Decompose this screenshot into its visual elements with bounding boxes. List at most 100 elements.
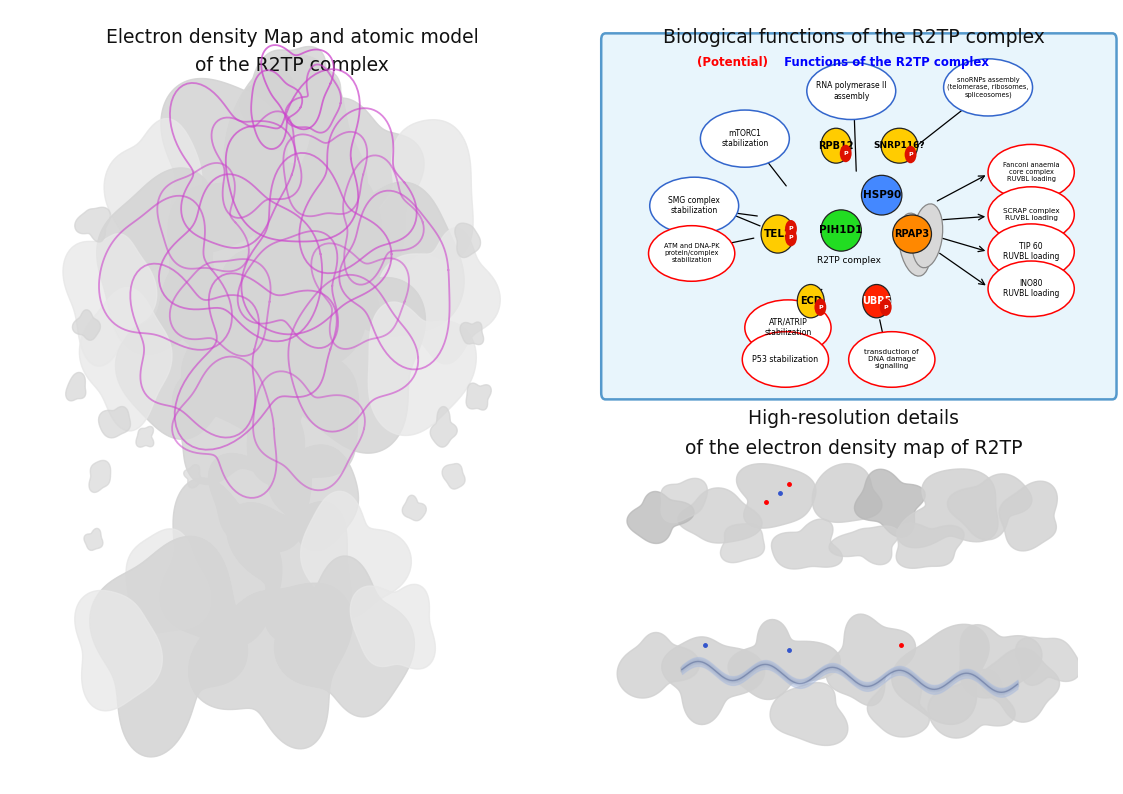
Ellipse shape <box>761 215 794 253</box>
Polygon shape <box>75 591 163 711</box>
Polygon shape <box>772 519 842 569</box>
Text: P: P <box>788 235 793 240</box>
Ellipse shape <box>862 284 891 318</box>
Polygon shape <box>104 118 202 270</box>
Polygon shape <box>161 79 287 252</box>
Ellipse shape <box>861 175 902 215</box>
Polygon shape <box>240 69 298 151</box>
Polygon shape <box>368 120 473 269</box>
Ellipse shape <box>943 59 1032 116</box>
Polygon shape <box>378 228 500 364</box>
FancyBboxPatch shape <box>601 33 1116 399</box>
Text: P: P <box>884 305 888 310</box>
Text: RPB12: RPB12 <box>819 141 853 151</box>
Polygon shape <box>63 233 157 366</box>
Text: P: P <box>788 226 793 231</box>
Polygon shape <box>829 526 900 565</box>
Text: P53 stabilization: P53 stabilization <box>752 355 819 364</box>
Ellipse shape <box>745 300 831 356</box>
Polygon shape <box>896 523 964 569</box>
Polygon shape <box>305 182 464 336</box>
Circle shape <box>814 299 827 316</box>
Text: RNA polymerase II
assembly: RNA polymerase II assembly <box>816 81 886 101</box>
Polygon shape <box>812 464 882 522</box>
Ellipse shape <box>988 145 1075 200</box>
Ellipse shape <box>912 204 942 268</box>
Polygon shape <box>293 98 424 272</box>
Text: SCRAP complex
RUVBL loading: SCRAP complex RUVBL loading <box>1003 208 1059 221</box>
Text: Electron density Map and atomic model: Electron density Map and atomic model <box>106 28 478 47</box>
Polygon shape <box>209 453 311 552</box>
Polygon shape <box>225 55 367 239</box>
Text: ECD: ECD <box>800 296 822 306</box>
Polygon shape <box>84 528 103 550</box>
Polygon shape <box>184 464 201 488</box>
Polygon shape <box>244 165 387 357</box>
Polygon shape <box>247 357 358 486</box>
Text: Biological functions of the R2TP complex: Biological functions of the R2TP complex <box>663 28 1044 47</box>
Polygon shape <box>770 683 848 746</box>
Circle shape <box>785 220 797 237</box>
Polygon shape <box>466 383 491 410</box>
Polygon shape <box>960 625 1042 698</box>
Polygon shape <box>661 478 707 522</box>
Polygon shape <box>173 369 304 484</box>
Circle shape <box>840 145 851 162</box>
Ellipse shape <box>882 128 917 163</box>
Polygon shape <box>1015 638 1080 685</box>
Ellipse shape <box>988 224 1075 279</box>
Polygon shape <box>855 469 925 538</box>
Ellipse shape <box>701 110 789 168</box>
Polygon shape <box>290 67 341 135</box>
Polygon shape <box>928 669 1015 738</box>
Ellipse shape <box>650 177 739 234</box>
Ellipse shape <box>898 213 931 276</box>
Polygon shape <box>275 556 414 717</box>
Ellipse shape <box>849 332 935 387</box>
Circle shape <box>905 146 916 164</box>
Text: INO80
RUVBL loading: INO80 RUVBL loading <box>1003 279 1059 299</box>
Ellipse shape <box>806 63 896 120</box>
Text: transduction of
DNA damage
signalling: transduction of DNA damage signalling <box>865 349 919 369</box>
Text: HSP90: HSP90 <box>862 191 901 200</box>
Ellipse shape <box>742 332 829 387</box>
Polygon shape <box>159 478 282 647</box>
Text: RPAP3: RPAP3 <box>895 229 930 239</box>
Polygon shape <box>73 310 100 341</box>
Polygon shape <box>252 47 326 133</box>
Polygon shape <box>737 464 816 528</box>
Polygon shape <box>980 648 1059 723</box>
Polygon shape <box>182 249 365 441</box>
Polygon shape <box>368 302 476 435</box>
Polygon shape <box>281 277 426 453</box>
Text: Functions of the R2TP complex: Functions of the R2TP complex <box>780 56 989 69</box>
Polygon shape <box>301 491 411 618</box>
Text: High-resolution details: High-resolution details <box>748 409 959 428</box>
Polygon shape <box>460 322 484 345</box>
Polygon shape <box>430 407 457 447</box>
Polygon shape <box>827 614 915 706</box>
Text: snoRNPs assembly
(telomerase, ribosomes,
spliceosomes): snoRNPs assembly (telomerase, ribosomes,… <box>948 77 1029 98</box>
Polygon shape <box>189 584 353 749</box>
Polygon shape <box>80 287 172 431</box>
Text: Fanconi anaemia
core complex
RUVBL loading: Fanconi anaemia core complex RUVBL loadi… <box>1003 162 1059 182</box>
Text: P: P <box>909 152 913 157</box>
Text: PIH1D1: PIH1D1 <box>820 225 862 236</box>
Polygon shape <box>442 464 465 489</box>
Polygon shape <box>897 469 998 548</box>
Text: TEL2: TEL2 <box>764 229 792 239</box>
Polygon shape <box>892 624 989 724</box>
Ellipse shape <box>988 187 1075 242</box>
Ellipse shape <box>821 210 861 251</box>
Polygon shape <box>350 584 436 669</box>
Polygon shape <box>678 488 763 543</box>
Text: TIP 60
RUVBL loading: TIP 60 RUVBL loading <box>1003 242 1059 261</box>
Polygon shape <box>90 537 247 757</box>
Ellipse shape <box>821 128 851 163</box>
Text: (Potential): (Potential) <box>696 56 768 69</box>
Polygon shape <box>270 445 358 550</box>
Polygon shape <box>75 207 110 242</box>
Polygon shape <box>618 633 700 698</box>
Polygon shape <box>136 426 154 447</box>
Polygon shape <box>999 481 1058 551</box>
